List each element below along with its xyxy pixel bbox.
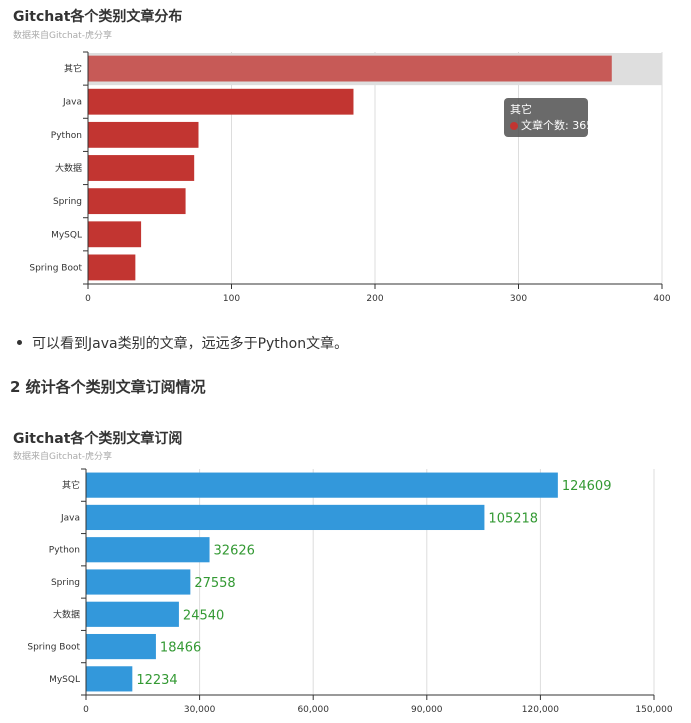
- x-tick-label: 0: [83, 705, 89, 715]
- x-tick-label: 200: [366, 294, 383, 304]
- bar-6: [88, 254, 136, 281]
- chart-1-tooltip: 其它 文章个数: 365: [504, 98, 593, 137]
- data-label: 124609: [562, 479, 612, 494]
- bar-3: [86, 569, 191, 595]
- y-category-label: Spring Boot: [27, 643, 80, 653]
- y-category-label: Python: [51, 131, 82, 141]
- data-label: 27558: [194, 576, 235, 591]
- y-category-label: 大数据: [53, 608, 80, 620]
- section-heading: 2 统计各个类别文章订阅情况: [10, 378, 206, 396]
- bar-2: [86, 537, 210, 563]
- bar-0: [88, 55, 612, 82]
- chart-1-title: Gitchat各个类别文章分布: [13, 9, 183, 25]
- tooltip-value: 365: [572, 119, 594, 132]
- x-tick-label: 30,000: [184, 705, 216, 715]
- x-tick-label: 90,000: [411, 705, 443, 715]
- bar-5: [88, 221, 142, 248]
- data-label: 24540: [183, 608, 224, 623]
- y-category-label: Spring: [53, 197, 82, 207]
- bullet-text: 可以看到Java类别的文章，远远多于Python文章。: [32, 336, 349, 352]
- y-category-label: Java: [60, 513, 80, 523]
- x-tick-label: 400: [653, 294, 670, 304]
- bar-0: [86, 472, 558, 498]
- bar-6: [86, 666, 133, 692]
- data-label: 105218: [488, 511, 538, 526]
- x-tick-label: 150,000: [635, 705, 672, 715]
- chart-2-title: Gitchat各个类别文章订阅: [13, 431, 183, 447]
- bar-1: [86, 504, 485, 531]
- bullet-dot: [17, 339, 22, 345]
- y-category-label: 其它: [64, 63, 82, 75]
- data-label: 32626: [214, 544, 255, 559]
- x-tick-label: 300: [510, 294, 527, 304]
- bar-1: [88, 88, 354, 115]
- x-tick-label: 100: [223, 294, 240, 304]
- data-label: 12234: [136, 673, 177, 688]
- y-category-label: MySQL: [51, 230, 82, 240]
- y-category-label: Java: [62, 98, 82, 108]
- bullet-item: 可以看到Java类别的文章，远远多于Python文章。: [13, 333, 348, 353]
- y-category-label: 其它: [62, 479, 80, 491]
- y-category-label: 大数据: [55, 162, 82, 174]
- bar-3: [88, 155, 195, 181]
- bar-4: [88, 188, 186, 215]
- chart-1-plot[interactable]: 0 100 200 300 400 其它 Java Python 大数据 Spring MySQL S…: [0, 0, 691, 310]
- y-category-label: Spring: [51, 578, 80, 588]
- data-label: 18466: [160, 641, 201, 656]
- bar-4: [86, 601, 179, 627]
- chart-1-subtitle: 数据来自Gitchat-虎分享: [13, 31, 112, 41]
- x-tick-label: 0: [85, 294, 91, 304]
- y-category-label: MySQL: [49, 675, 80, 685]
- chart-2-subtitle: 数据来自Gitchat-虎分享: [13, 452, 112, 462]
- bar-5: [86, 633, 156, 660]
- tooltip-category: 其它: [510, 103, 532, 116]
- tooltip-series-name: 文章个数: [521, 119, 565, 132]
- x-tick-label: 60,000: [297, 705, 329, 715]
- y-category-label: Python: [49, 546, 80, 556]
- y-category-label: Spring Boot: [29, 263, 82, 273]
- tooltip-row: 文章个数: 365: [510, 118, 593, 134]
- bar-2: [88, 121, 199, 148]
- x-tick-label: 120,000: [522, 705, 559, 715]
- tooltip-series-dot: [510, 122, 518, 130]
